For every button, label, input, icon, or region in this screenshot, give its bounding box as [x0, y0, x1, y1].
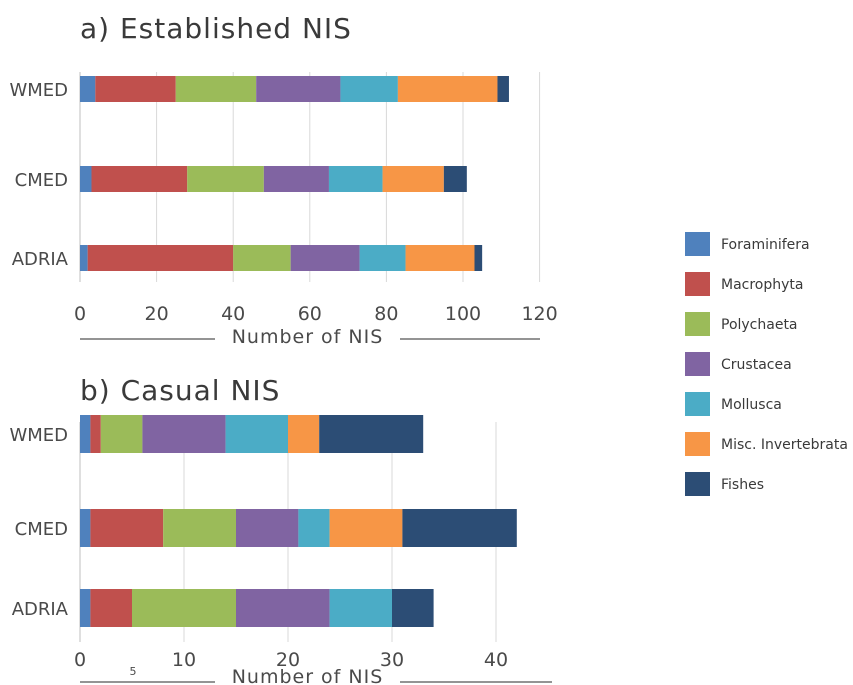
x-tick-label: 60: [298, 303, 322, 325]
chart-title: a) Established NIS: [80, 12, 352, 45]
x-tick-label: 120: [521, 303, 557, 325]
bar-cmed-fishes: [402, 509, 517, 547]
bar-wmed-mollusca: [340, 76, 398, 102]
bar-cmed-macrophyta: [91, 166, 188, 192]
bar-wmed-crustacea: [256, 76, 341, 102]
x-tick-label: 30: [380, 649, 404, 671]
category-label-wmed: WMED: [9, 80, 68, 101]
bar-adria-fishes: [474, 245, 483, 271]
x-tick-label: 0: [74, 649, 86, 671]
legend-label-mollusca: Mollusca: [721, 397, 782, 413]
bar-wmed-polychaeta: [175, 76, 257, 102]
x-tick-label: 40: [221, 303, 245, 325]
legend-swatch-crustacea: [685, 352, 710, 376]
bar-wmed-foraminifera: [80, 415, 91, 453]
panel-casual: b) Casual NIS 0 10 20 30 40 WMED CMED ADRIA Numbe…: [9, 374, 552, 685]
bar-adria-misc-invertebrata: [405, 245, 475, 271]
bar-cmed-misc-invertebrata: [382, 166, 444, 192]
category-label-adria: ADRIA: [12, 599, 69, 620]
legend-swatch-mollusca: [685, 392, 710, 416]
x-tick-label: 20: [276, 649, 300, 671]
bar-wmed-crustacea: [142, 415, 226, 453]
bar-cmed-fishes: [443, 166, 467, 192]
bar-adria-polychaeta: [233, 245, 291, 271]
panel-established: a) Established NIS 0 20 40 60 80 100 120 WMED CME…: [9, 12, 557, 348]
bar-wmed-fishes: [497, 76, 509, 102]
bar-adria-macrophyta: [87, 245, 234, 271]
bar-adria-macrophyta: [90, 589, 132, 627]
bar-wmed-mollusca: [225, 415, 288, 453]
bar-adria-fishes: [392, 589, 434, 627]
legend-swatch-misc-invertebrata: [685, 432, 710, 456]
legend-label-macrophyta: Macrophyta: [721, 277, 803, 293]
bar-adria-polychaeta: [132, 589, 236, 627]
legend-swatch-macrophyta: [685, 272, 710, 296]
bar-wmed-macrophyta: [95, 76, 176, 102]
legend-label-foraminifera: Foraminifera: [721, 237, 810, 253]
x-tick-label: 40: [484, 649, 508, 671]
bar-wmed-polychaeta: [100, 415, 143, 453]
bar-cmed-crustacea: [236, 509, 299, 547]
legend-label-misc-invertebrata: Misc. Invertebrata: [721, 437, 848, 453]
bar-cmed-crustacea: [263, 166, 329, 192]
bar-adria-mollusca: [329, 589, 392, 627]
bar-adria-crustacea: [290, 245, 360, 271]
bar-wmed-foraminifera: [80, 76, 96, 102]
x-tick-label: 100: [445, 303, 481, 325]
category-label-cmed: CMED: [15, 170, 68, 191]
bar-cmed-misc-invertebrata: [329, 509, 403, 547]
bar-wmed-misc-invertebrata: [397, 76, 498, 102]
bar-wmed-misc-invertebrata: [288, 415, 320, 453]
bar-cmed-mollusca: [298, 509, 330, 547]
legend-label-crustacea: Crustacea: [721, 357, 792, 373]
bar-adria-foraminifera: [80, 245, 88, 271]
legend-swatch-foraminifera: [685, 232, 710, 256]
bar-cmed-foraminifera: [80, 509, 91, 547]
x-tick-label: 80: [374, 303, 398, 325]
chart-title: b) Casual NIS: [80, 374, 280, 407]
x-tick-label: 20: [145, 303, 169, 325]
x-axis-label: Number of NIS: [232, 326, 384, 348]
x-axis-label: Number of NIS: [232, 666, 384, 685]
legend: Foraminifera Macrophyta Polychaeta Crustace…: [685, 232, 848, 496]
bar-adria-foraminifera: [80, 589, 91, 627]
bar-wmed-fishes: [319, 415, 424, 453]
legend-swatch-polychaeta: [685, 312, 710, 336]
bar-cmed-macrophyta: [90, 509, 164, 547]
category-label-cmed: CMED: [15, 519, 68, 540]
category-label-wmed: WMED: [9, 425, 68, 446]
legend-label-fishes: Fishes: [721, 477, 764, 493]
extra-tick-label: 5: [130, 665, 137, 678]
bar-cmed-polychaeta: [163, 509, 236, 547]
category-label-adria: ADRIA: [12, 249, 69, 270]
x-tick-label: 0: [74, 303, 86, 325]
legend-swatch-fishes: [685, 472, 710, 496]
legend-label-polychaeta: Polychaeta: [721, 317, 798, 333]
bar-adria-mollusca: [359, 245, 406, 271]
bar-wmed-macrophyta: [90, 415, 101, 453]
bar-cmed-mollusca: [328, 166, 383, 192]
x-tick-label: 10: [172, 649, 196, 671]
bar-adria-crustacea: [236, 589, 330, 627]
bar-cmed-foraminifera: [80, 166, 92, 192]
bar-cmed-polychaeta: [187, 166, 264, 192]
